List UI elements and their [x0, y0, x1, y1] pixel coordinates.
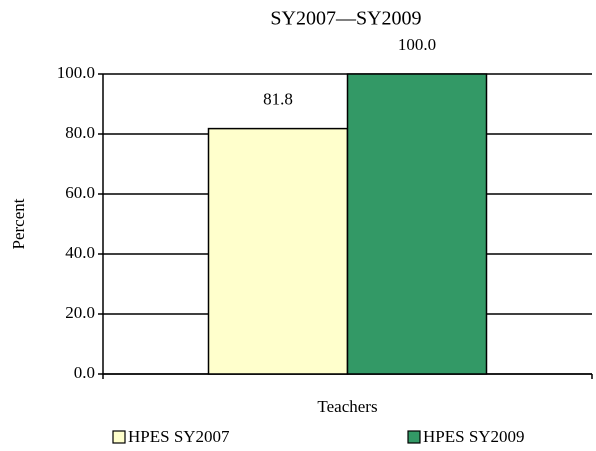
chart-title: SY2007—SY2009 [270, 8, 421, 30]
legend-label: HPES SY2009 [423, 427, 525, 446]
y-tick-label: 0.0 [74, 363, 95, 382]
legend-swatch [407, 430, 421, 444]
y-axis-label: Percent [9, 198, 28, 249]
legend-label: HPES SY2007 [128, 427, 230, 446]
y-tick-label: 40.0 [65, 243, 95, 262]
data-label: 81.8 [263, 90, 293, 109]
y-tick-label: 60.0 [65, 183, 95, 202]
y-tick-label: 80.0 [65, 123, 95, 142]
data-label: 100.0 [398, 35, 436, 54]
legend-swatch [112, 430, 126, 444]
y-tick-label: 100.0 [57, 63, 95, 82]
bar [346, 73, 488, 375]
y-tick-label: 20.0 [65, 303, 95, 322]
x-tick-label: Teachers [317, 397, 377, 416]
bar [207, 127, 349, 375]
